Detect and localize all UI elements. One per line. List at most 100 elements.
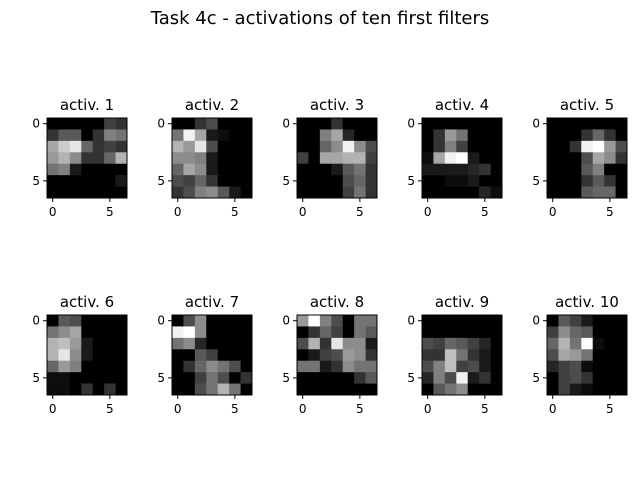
heatmap-cell	[547, 163, 559, 176]
heatmap-cell	[456, 163, 469, 176]
heatmap-axes: 0 5 0 5	[532, 314, 628, 416]
heatmap-cell	[217, 383, 230, 396]
heatmap-cell	[592, 186, 605, 199]
heatmap-cell	[547, 315, 559, 327]
heatmap-cell	[467, 326, 480, 339]
heatmap-cell	[240, 372, 253, 384]
heatmap-cell	[569, 372, 582, 384]
heatmap-cell	[456, 186, 469, 199]
heatmap-cell	[365, 349, 378, 362]
heatmap-cell	[92, 140, 105, 153]
heatmap-cell	[615, 163, 628, 176]
heatmap-cell	[104, 140, 116, 153]
heatmap-cell	[81, 140, 94, 153]
y-tick-label: 0	[282, 117, 290, 131]
heatmap-cell	[354, 383, 366, 396]
heatmap-cell	[479, 349, 491, 362]
heatmap-cell	[558, 175, 571, 187]
heatmap-cell	[194, 118, 207, 130]
heatmap-cell	[467, 360, 480, 373]
heatmap-cell	[229, 372, 241, 384]
heatmap-cell	[342, 349, 355, 362]
heatmap-cell	[229, 349, 241, 362]
heatmap-cell	[422, 372, 434, 384]
heatmap-cell	[615, 315, 628, 327]
heatmap-cell	[81, 163, 94, 176]
heatmap-cell	[365, 315, 378, 327]
heatmap-cell	[172, 140, 184, 153]
heatmap-cell	[342, 360, 355, 373]
heatmap-cell	[115, 360, 128, 373]
heatmap-cell	[547, 129, 559, 142]
heatmap-cell	[342, 129, 355, 142]
heatmap-cell	[81, 175, 94, 187]
heatmap-cell	[433, 186, 446, 199]
heatmap-cell	[172, 372, 184, 384]
heatmap-cell	[206, 129, 219, 142]
heatmap-cell	[172, 383, 184, 396]
heatmap-cell	[81, 129, 94, 142]
subplot-title: activ. 5	[559, 96, 615, 114]
heatmap-cell	[47, 337, 59, 350]
heatmap-cell	[240, 129, 253, 142]
heatmap-cell	[183, 175, 196, 187]
heatmap-cell	[422, 383, 434, 396]
heatmap-cell	[240, 383, 253, 396]
heatmap-cell	[342, 163, 355, 176]
heatmap-cell	[467, 372, 480, 384]
heatmap-cell	[331, 326, 344, 339]
heatmap-cell	[479, 372, 491, 384]
heatmap-cell	[604, 337, 616, 350]
heatmap-cell	[104, 383, 116, 396]
heatmap-cell	[558, 118, 571, 130]
heatmap-cell	[422, 140, 434, 153]
heatmap-cell	[58, 349, 71, 362]
heatmap-cell	[297, 326, 309, 339]
x-tick-label: 5	[356, 205, 364, 219]
heatmap-cell	[467, 175, 480, 187]
heatmap-cell	[581, 186, 594, 199]
heatmap-cell	[240, 118, 253, 130]
heatmap-cell	[433, 315, 446, 327]
heatmap-cell	[604, 186, 616, 199]
heatmap-cell	[342, 372, 355, 384]
x-tick-label: 0	[49, 402, 57, 416]
heatmap-cell	[92, 372, 105, 384]
x-tick-label: 0	[549, 205, 557, 219]
heatmap-cell	[581, 175, 594, 187]
heatmap-cell	[479, 360, 491, 373]
heatmap-cell	[467, 118, 480, 130]
heatmap-cell	[104, 360, 116, 373]
heatmap-cell	[354, 140, 366, 153]
heatmap-cell	[479, 326, 491, 339]
x-tick-label: 0	[174, 402, 182, 416]
heatmap-cell	[490, 175, 503, 187]
heatmap-cell	[229, 152, 241, 165]
heatmap-cell	[604, 152, 616, 165]
heatmap-cell	[319, 118, 332, 130]
heatmap-cell	[47, 129, 59, 142]
axes-frame	[46, 314, 128, 396]
heatmap-cell	[183, 315, 196, 327]
heatmap-cell	[58, 140, 71, 153]
heatmap-cell	[172, 349, 184, 362]
heatmap-cell	[92, 118, 105, 130]
heatmap-cell	[115, 175, 128, 187]
x-tick-label: 0	[424, 402, 432, 416]
heatmap-cell	[69, 140, 82, 153]
heatmap-cell	[240, 140, 253, 153]
x-tick-label: 0	[49, 205, 57, 219]
heatmap-cell	[206, 360, 219, 373]
heatmap-cell	[547, 349, 559, 362]
heatmap-cell	[92, 337, 105, 350]
heatmap-cell	[92, 186, 105, 199]
heatmap-cell	[206, 349, 219, 362]
heatmap-cell	[297, 163, 309, 176]
heatmap-cell	[319, 349, 332, 362]
heatmap-cell	[444, 175, 457, 187]
heatmap-cell	[592, 383, 605, 396]
heatmap-cell	[592, 175, 605, 187]
heatmap-cell	[444, 360, 457, 373]
heatmap-cell	[433, 163, 446, 176]
heatmap-cell	[354, 326, 366, 339]
